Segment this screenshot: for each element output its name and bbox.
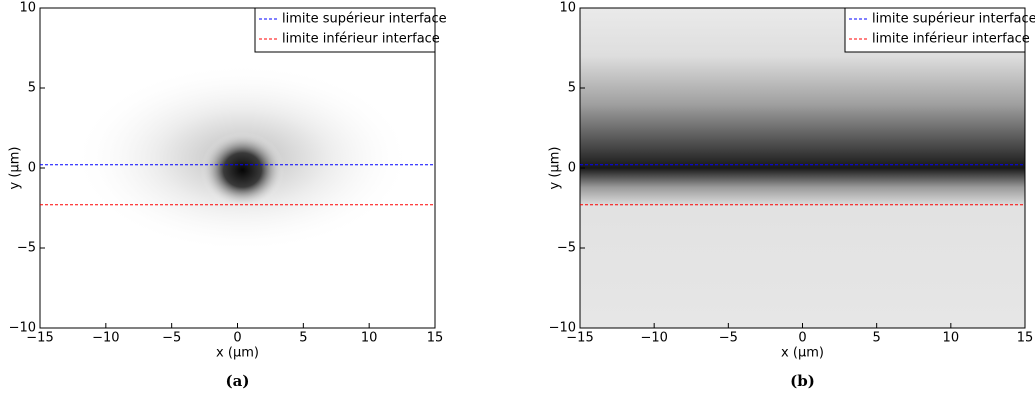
- x-tick-label: 0: [798, 331, 806, 346]
- x-axis-label: x (µm): [781, 346, 824, 361]
- image-bg: [580, 8, 1025, 328]
- legend-box: [254, 7, 436, 53]
- y-tick-label: 10: [19, 1, 36, 16]
- y-tick-label: 5: [568, 81, 576, 96]
- legend-label: limite supérieur interface: [282, 12, 447, 27]
- y-axis-label: y (µm): [8, 147, 23, 190]
- y-tick-label: −10: [549, 321, 576, 336]
- x-tick-label: −5: [162, 331, 181, 346]
- y-tick-label: −5: [17, 241, 36, 256]
- x-tick-label: 15: [1017, 331, 1034, 346]
- x-tick-label: 5: [299, 331, 307, 346]
- legend-box: [844, 7, 1026, 53]
- image-core: [200, 132, 285, 208]
- y-tick-label: −5: [557, 241, 576, 256]
- x-tick-label: −5: [719, 331, 738, 346]
- y-tick-label: 10: [559, 1, 576, 16]
- x-tick-label: 5: [873, 331, 881, 346]
- x-axis-label: x (µm): [216, 346, 259, 361]
- legend-label: limite supérieur interface: [872, 12, 1035, 27]
- x-tick-label: 10: [943, 331, 960, 346]
- x-tick-label: −15: [26, 331, 53, 346]
- y-axis-label: y (µm): [548, 147, 563, 190]
- y-tick-label: 0: [568, 161, 576, 176]
- x-tick-label: 10: [361, 331, 378, 346]
- x-tick-label: −10: [640, 331, 667, 346]
- x-tick-label: 15: [427, 331, 444, 346]
- x-tick-label: 0: [233, 331, 241, 346]
- caption: (b): [790, 372, 815, 390]
- x-tick-label: −10: [92, 331, 119, 346]
- y-tick-label: −10: [9, 321, 36, 336]
- legend-label: limite inférieur interface: [282, 32, 440, 47]
- y-tick-label: 0: [28, 161, 36, 176]
- y-tick-label: 5: [28, 81, 36, 96]
- caption: (a): [226, 372, 250, 390]
- legend-label: limite inférieur interface: [872, 32, 1030, 47]
- x-tick-label: −15: [566, 331, 593, 346]
